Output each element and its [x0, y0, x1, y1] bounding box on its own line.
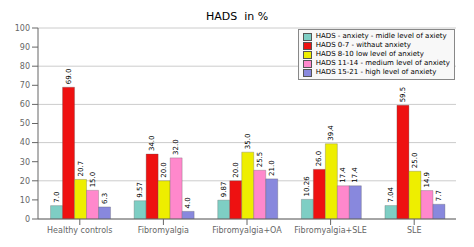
html-text:HADS 8-10 low level of anxiety: HADS 8-10 low level of anxiety: [315, 50, 424, 58]
svg-text:50: 50: [20, 119, 30, 128]
svg-text:9.57: 9.57: [136, 182, 144, 198]
svg-text:40: 40: [20, 138, 30, 147]
svg-text:69.0: 69.0: [65, 69, 73, 85]
svg-text:17.4: 17.4: [351, 167, 359, 183]
svg-text:25.0: 25.0: [411, 153, 419, 169]
svg-text:59.5: 59.5: [399, 87, 407, 103]
html-text:HADS 0-7 - withaut anxiety: HADS 0-7 - withaut anxiety: [315, 41, 411, 49]
svg-text:39.4: 39.4: [327, 125, 335, 141]
svg-text:30: 30: [20, 158, 30, 167]
svg-text:0: 0: [25, 215, 30, 224]
svg-text:9.87: 9.87: [220, 182, 228, 198]
svg-text:Fibromyalgia: Fibromyalgia: [138, 226, 189, 235]
svg-text:60: 60: [20, 100, 30, 109]
html-text:HADS - anxiety - midle level o: HADS - anxiety - midle level of axiety: [315, 32, 447, 40]
svg-text:20: 20: [20, 177, 30, 186]
svg-text:7.04: 7.04: [387, 186, 395, 202]
svg-text:Fibromyalgia+SLE: Fibromyalgia+SLE: [294, 226, 366, 235]
svg-text:20.0: 20.0: [232, 162, 240, 178]
svg-text:4.0: 4.0: [184, 197, 192, 208]
svg-text:80: 80: [20, 62, 30, 71]
svg-text:20.0: 20.0: [160, 162, 168, 178]
svg-text:70: 70: [20, 81, 30, 90]
svg-text:90: 90: [20, 43, 30, 52]
svg-text:10: 10: [20, 196, 30, 205]
html-text:HADS 15-21 - high level of anx: HADS 15-21 - high level of anxiety: [315, 68, 437, 76]
svg-text:21.0: 21.0: [268, 160, 276, 176]
svg-text:Healthy controls: Healthy controls: [47, 226, 112, 235]
svg-text:7.0: 7.0: [53, 191, 61, 202]
svg-text:15.0: 15.0: [89, 172, 97, 188]
svg-text:SLE: SLE: [407, 226, 422, 235]
svg-text:100: 100: [15, 24, 30, 33]
svg-text:32.0: 32.0: [172, 139, 180, 155]
svg-text:7.7: 7.7: [435, 190, 443, 201]
svg-text:25.5: 25.5: [256, 152, 264, 168]
svg-text:Fibromyalgia+OA: Fibromyalgia+OA: [212, 226, 282, 235]
svg-text:20.7: 20.7: [77, 161, 85, 177]
svg-text:35.0: 35.0: [244, 134, 252, 150]
svg-text:26.0: 26.0: [315, 151, 323, 167]
svg-text:17.4: 17.4: [339, 167, 347, 183]
svg-text:6.3: 6.3: [101, 193, 109, 204]
svg-text:34.0: 34.0: [148, 135, 156, 151]
html-text:HADS 11-14 - medium level of a: HADS 11-14 - medium level of anxiety: [315, 59, 450, 67]
svg-text:14.9: 14.9: [423, 172, 431, 188]
svg-text:10.26: 10.26: [303, 176, 311, 197]
html-text:HADS in %: HADS in %: [205, 10, 269, 23]
